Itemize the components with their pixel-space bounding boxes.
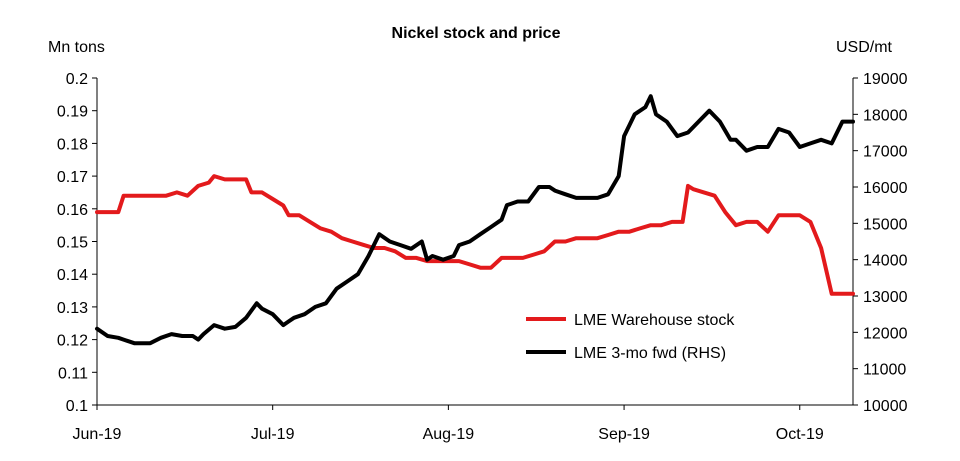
left-tick-label: 0.15 xyxy=(57,235,88,252)
left-tick-label: 0.11 xyxy=(58,365,88,382)
right-tick-label: 14000 xyxy=(863,253,908,270)
right-tick-label: 15000 xyxy=(863,216,908,233)
left-tick-label: 0.18 xyxy=(57,136,88,153)
right-tick-label: 13000 xyxy=(863,289,908,306)
legend-label-3mo-fwd: LME 3-mo fwd (RHS) xyxy=(574,345,726,362)
left-tick-label: 0.13 xyxy=(57,300,88,317)
left-tick-label: 0.14 xyxy=(57,267,88,284)
x-tick-label: Sep-19 xyxy=(598,426,650,443)
left-tick-label: 0.17 xyxy=(57,169,88,186)
legend-label-warehouse-stock: LME Warehouse stock xyxy=(574,312,735,329)
series-line-3mo-fwd xyxy=(95,94,855,346)
right-axis-ticks: 19000 18000 17000 16000 15000 14000 13000 12000… xyxy=(853,71,908,415)
left-axis-unit: Mn tons xyxy=(48,39,105,56)
x-tick-label: Jun-19 xyxy=(73,426,122,443)
legend: LME Warehouse stock LME 3-mo fwd (RHS) xyxy=(526,312,735,362)
x-axis-ticks: Jun-19 Jul-19 Aug-19 Sep-19 Oct-19 xyxy=(73,405,824,443)
right-tick-label: 12000 xyxy=(863,325,908,342)
left-tick-label: 0.19 xyxy=(57,104,88,121)
left-tick-label: 0.16 xyxy=(57,202,88,219)
left-axis-ticks: 0.2 0.19 0.18 0.17 0.16 0.15 0.14 0.13 0.12 0.11 0… xyxy=(57,71,97,415)
x-tick-label: Jul-19 xyxy=(251,426,295,443)
right-tick-label: 16000 xyxy=(863,180,908,197)
left-tick-label: 0.2 xyxy=(66,71,88,88)
right-tick-label: 10000 xyxy=(863,398,908,415)
right-tick-label: 11000 xyxy=(863,362,906,379)
right-tick-label: 18000 xyxy=(863,107,908,124)
left-tick-label: 0.12 xyxy=(57,333,88,350)
series-line-warehouse-stock xyxy=(95,174,855,296)
x-tick-label: Aug-19 xyxy=(423,426,475,443)
chart-title: Nickel stock and price xyxy=(392,25,561,42)
left-tick-label: 0.1 xyxy=(66,398,88,415)
x-tick-label: Oct-19 xyxy=(776,426,824,443)
right-tick-label: 17000 xyxy=(863,144,908,161)
right-axis-unit: USD/mt xyxy=(836,39,893,56)
right-tick-label: 19000 xyxy=(863,71,908,88)
